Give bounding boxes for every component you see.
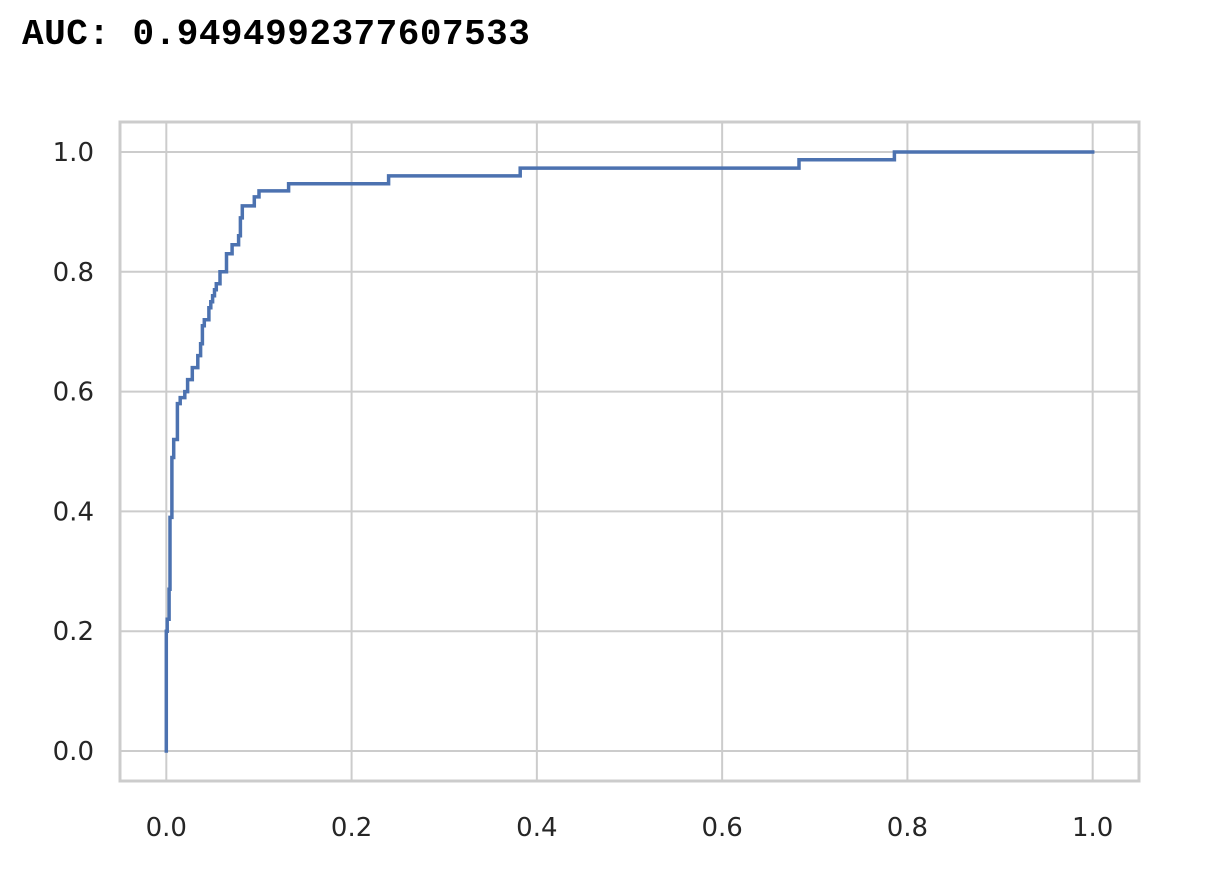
plot-border (118, 120, 1141, 783)
y-tick-label: 0.0 (53, 737, 94, 767)
y-tick-label: 0.2 (53, 617, 94, 647)
plot-frame (118, 120, 1141, 783)
x-tick-label: 0.4 (516, 813, 557, 843)
auc-output-text: AUC: 0.9494992377607533 (22, 14, 531, 55)
y-tick-label: 1.0 (53, 138, 94, 168)
roc-curve-line (164, 150, 1095, 753)
x-tick-label: 1.0 (1072, 813, 1113, 843)
x-axis-ticks: 0.0 0.2 0.4 0.6 0.8 1.0 (146, 813, 1114, 843)
grid-lines (120, 122, 1139, 781)
x-tick-label: 0.6 (701, 813, 742, 843)
x-tick-label: 0.8 (887, 813, 928, 843)
x-tick-label: 0.2 (331, 813, 372, 843)
y-tick-label: 0.4 (53, 497, 94, 527)
x-tick-label: 0.0 (146, 813, 187, 843)
y-tick-label: 0.6 (53, 378, 94, 408)
y-tick-label: 0.8 (53, 258, 94, 288)
y-axis-ticks: 0.0 0.2 0.4 0.6 0.8 1.0 (53, 138, 94, 767)
series-layer (164, 150, 1095, 753)
